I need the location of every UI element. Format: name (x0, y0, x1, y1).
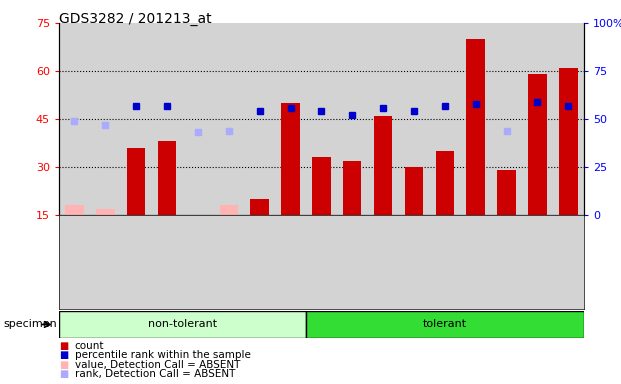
Text: ■: ■ (59, 341, 68, 351)
Bar (559, 68, 578, 215)
Text: ■: ■ (59, 369, 68, 379)
Bar (127, 148, 145, 215)
Bar (281, 103, 300, 215)
Bar (312, 157, 330, 215)
Text: tolerant: tolerant (423, 319, 467, 329)
Bar (343, 161, 361, 215)
Text: GDS3282 / 201213_at: GDS3282 / 201213_at (59, 12, 212, 25)
Bar (250, 199, 269, 215)
Text: percentile rank within the sample: percentile rank within the sample (75, 350, 250, 360)
Text: rank, Detection Call = ABSENT: rank, Detection Call = ABSENT (75, 369, 235, 379)
Bar (65, 205, 84, 215)
Bar (219, 205, 238, 215)
Bar (306, 311, 584, 338)
Text: ■: ■ (59, 360, 68, 370)
Text: ■: ■ (59, 350, 68, 360)
Text: non-tolerant: non-tolerant (148, 319, 217, 329)
Bar (96, 209, 114, 215)
Text: value, Detection Call = ABSENT: value, Detection Call = ABSENT (75, 360, 240, 370)
Bar (374, 116, 392, 215)
Bar (405, 167, 424, 215)
Text: specimen: specimen (3, 319, 57, 329)
Bar (528, 74, 546, 215)
Bar (435, 151, 454, 215)
Text: count: count (75, 341, 104, 351)
Bar (466, 39, 485, 215)
Bar (158, 141, 176, 215)
Bar (497, 170, 516, 215)
Bar (59, 311, 306, 338)
